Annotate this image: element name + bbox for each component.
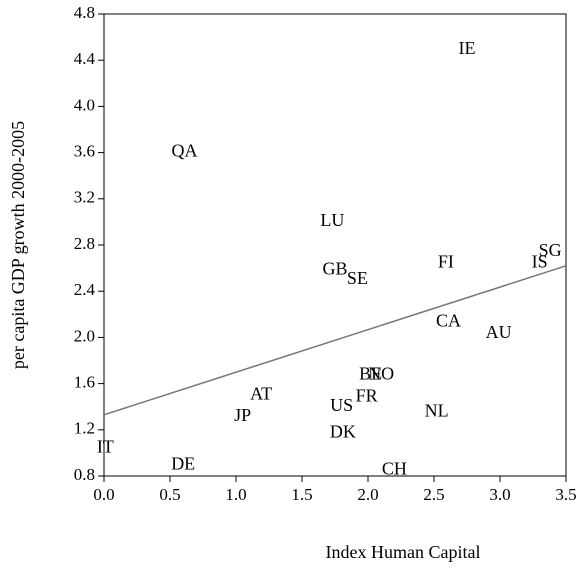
y-tick-label: 4.4 bbox=[74, 49, 96, 68]
point-label: GB bbox=[322, 259, 347, 279]
y-tick-label: 2.4 bbox=[74, 280, 96, 299]
y-tick-label: 0.8 bbox=[74, 465, 95, 484]
point-label: SG bbox=[539, 240, 562, 260]
point-label: CH bbox=[382, 458, 407, 478]
x-tick-label: 3.0 bbox=[489, 485, 510, 504]
x-tick-label: 1.0 bbox=[225, 485, 246, 504]
y-tick-label: 1.6 bbox=[74, 373, 95, 392]
x-tick-label: 2.0 bbox=[357, 485, 378, 504]
point-label: CA bbox=[436, 311, 461, 331]
x-tick-label: 0.5 bbox=[159, 485, 180, 504]
point-label: IT bbox=[97, 436, 114, 456]
x-tick-label: 2.5 bbox=[423, 485, 444, 504]
point-label: DE bbox=[171, 454, 195, 474]
point-label: NL bbox=[425, 401, 449, 421]
y-tick-label: 3.6 bbox=[74, 142, 95, 161]
point-label: FR bbox=[356, 386, 378, 406]
point-label: FI bbox=[438, 252, 454, 272]
point-label: IS bbox=[532, 252, 548, 272]
y-tick-label: 2.0 bbox=[74, 326, 95, 345]
y-tick-label: 1.2 bbox=[74, 419, 95, 438]
y-tick-label: 3.2 bbox=[74, 188, 95, 207]
point-label: AU bbox=[486, 322, 512, 342]
point-label: LU bbox=[320, 210, 344, 230]
x-tick-label: 3.5 bbox=[555, 485, 576, 504]
point-label: US bbox=[330, 395, 353, 415]
x-tick-label: 0.0 bbox=[93, 485, 114, 504]
x-axis-label: Index Human Capital bbox=[326, 542, 481, 562]
point-label: JP bbox=[234, 405, 251, 425]
point-label: DK bbox=[330, 421, 356, 441]
x-tick-label: 1.5 bbox=[291, 485, 312, 504]
point-label: NO bbox=[368, 364, 394, 384]
point-label: QA bbox=[172, 141, 198, 161]
point-label: IE bbox=[459, 38, 476, 58]
y-tick-label: 4.0 bbox=[74, 95, 95, 114]
y-tick-label: 2.8 bbox=[74, 234, 95, 253]
point-label: AT bbox=[250, 383, 272, 403]
y-axis-label: per capita GDP growth 2000-2005 bbox=[8, 121, 28, 369]
point-label: BE bbox=[359, 364, 382, 384]
y-tick-label: 4.8 bbox=[74, 3, 95, 22]
point-label: SE bbox=[347, 268, 368, 288]
trend-line bbox=[103, 265, 567, 416]
